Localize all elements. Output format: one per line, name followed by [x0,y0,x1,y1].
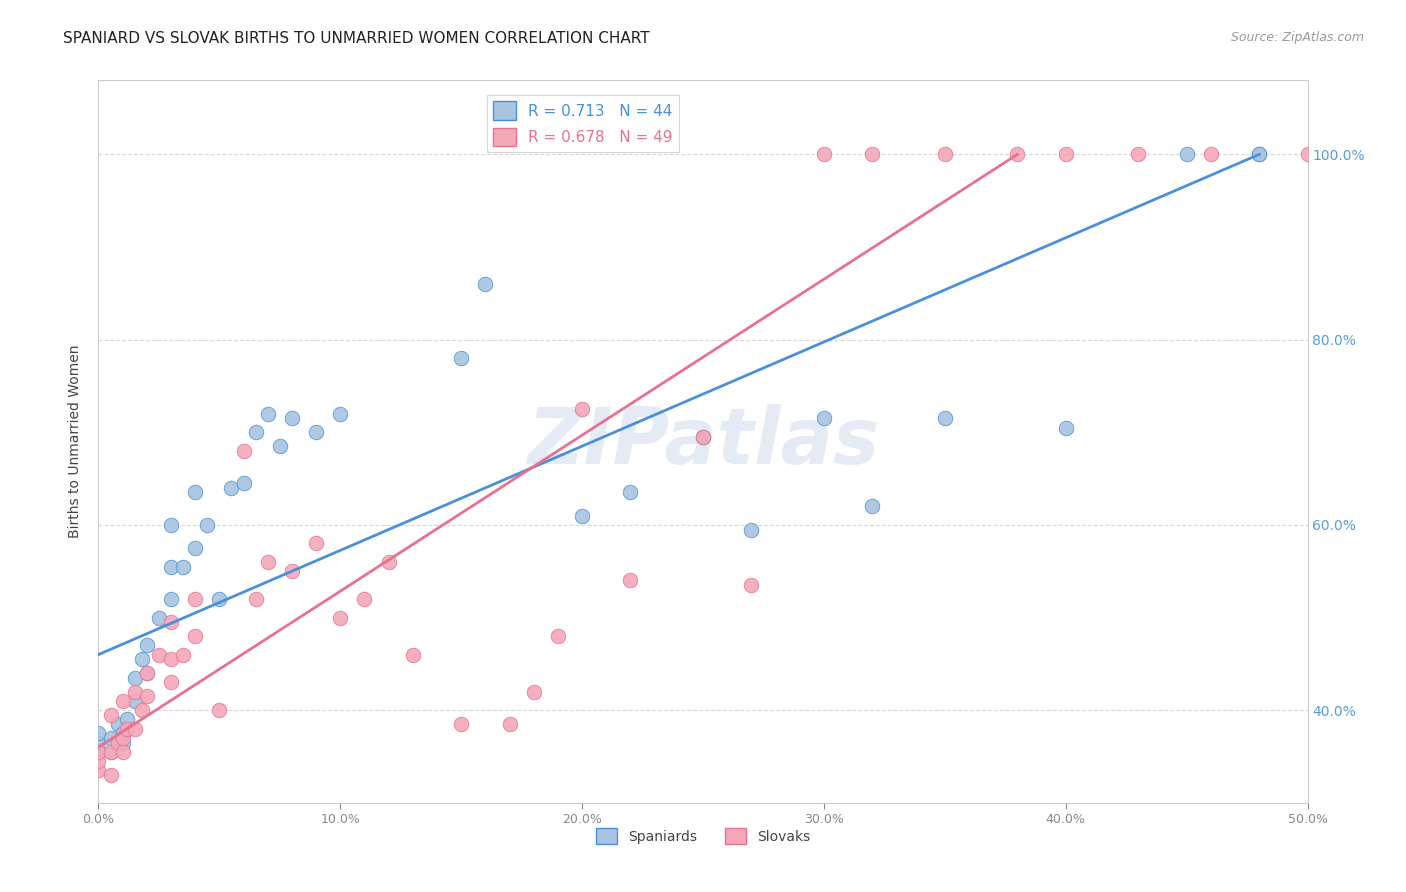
Point [353,592,375,607]
Point [1054,420,1077,434]
Point [860,147,883,161]
Point [450,717,472,731]
Point [1007,147,1029,161]
Point [1128,147,1150,161]
Point [184,485,207,500]
Point [571,402,593,417]
Text: ZIPatlas: ZIPatlas [527,403,879,480]
Point [87,726,110,740]
Point [221,481,243,495]
Point [619,574,641,588]
Point [208,592,231,607]
Point [135,690,157,704]
Point [232,476,254,491]
Point [124,722,146,736]
Point [1175,147,1198,161]
Text: Source: ZipAtlas.com: Source: ZipAtlas.com [1230,31,1364,45]
Point [160,559,183,574]
Point [498,717,520,731]
Point [172,648,194,662]
Point [740,523,762,537]
Point [450,351,472,366]
Point [813,147,835,161]
Point [1249,147,1271,161]
Legend: Spaniards, Slovaks: Spaniards, Slovaks [591,822,815,850]
Point [87,735,110,749]
Point [111,731,134,745]
Point [305,425,328,440]
Point [111,694,134,708]
Point [281,411,304,425]
Point [523,684,546,698]
Point [135,638,157,652]
Point [184,629,207,643]
Point [329,610,352,624]
Point [100,745,122,759]
Point [124,684,146,698]
Point [124,694,146,708]
Point [117,722,139,736]
Point [474,277,496,291]
Point [245,425,267,440]
Point [135,666,157,681]
Point [107,717,129,731]
Point [184,541,207,555]
Point [619,485,641,500]
Point [87,745,110,759]
Point [281,564,304,578]
Point [117,713,139,727]
Point [195,517,218,532]
Point [135,666,157,681]
Text: SPANIARD VS SLOVAK BIRTHS TO UNMARRIED WOMEN CORRELATION CHART: SPANIARD VS SLOVAK BIRTHS TO UNMARRIED W… [63,31,650,46]
Point [131,703,153,717]
Point [692,430,714,444]
Point [934,147,956,161]
Point [111,726,134,740]
Point [208,703,231,717]
Point [860,500,883,514]
Point [1054,147,1077,161]
Point [934,411,956,425]
Point [547,629,569,643]
Point [100,745,122,759]
Point [1296,147,1319,161]
Point [160,652,183,666]
Y-axis label: Births to Unmarried Women: Births to Unmarried Women [69,345,83,538]
Point [100,768,122,782]
Point [100,707,122,722]
Point [160,517,183,532]
Point [107,735,129,749]
Point [256,555,278,569]
Point [87,745,110,759]
Point [111,745,134,759]
Point [740,578,762,592]
Point [160,615,183,630]
Point [256,407,278,421]
Point [813,411,835,425]
Point [148,610,170,624]
Point [124,671,146,685]
Point [1199,147,1222,161]
Point [111,735,134,749]
Point [232,443,254,458]
Point [100,731,122,745]
Point [184,592,207,607]
Point [692,430,714,444]
Point [571,508,593,523]
Point [1249,147,1271,161]
Point [329,407,352,421]
Point [305,536,328,550]
Point [131,652,153,666]
Point [269,439,291,453]
Point [402,648,425,662]
Point [172,559,194,574]
Point [87,764,110,778]
Point [377,555,399,569]
Point [148,648,170,662]
Point [87,754,110,768]
Point [160,675,183,690]
Point [160,592,183,607]
Point [245,592,267,607]
